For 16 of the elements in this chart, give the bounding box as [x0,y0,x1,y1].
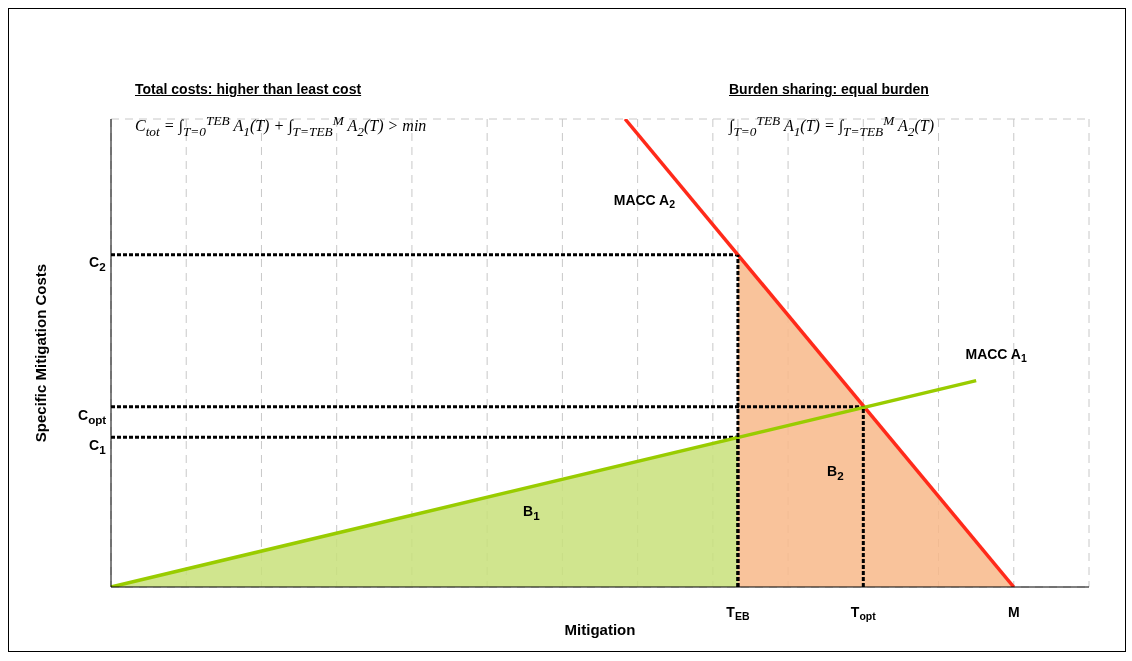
text: C$_{opt}$ [78,407,107,426]
text: Burden sharing: equal burden [729,81,929,97]
text: Total costs: higher than least cost [135,81,362,97]
x-tick-label: T$_{EB}$ [726,604,750,623]
x-tick-label: T$_{opt}$ [850,604,877,623]
text: C$_{tot}$ = ∫$_{T=0}$$^{TEB}$ A$_{1}$(T) + ∫$_{T=TEB}$$^{M}$ A$_{2}$(T) > min [135,113,427,139]
text: C$_{2}$ [89,254,106,273]
series-label: MACC A$_{2}$ [613,192,676,211]
y-axis-title: Specific Mitigation Costs [32,263,50,443]
text: C$_{1}$ [89,437,106,456]
x-tick-label: M [1007,604,1020,620]
x-axis-title: Mitigation [564,621,636,638]
annotation: B$_{1}$ [523,503,540,522]
annotation: B$_{2}$ [827,463,844,482]
series-label: MACC A$_{1}$ [965,345,1027,364]
text: ∫$_{T=0}$$^{TEB}$ A$_{1}$(T) = ∫$_{T=TEB}$$^{M}$ A$_{2}$(T) [729,113,934,139]
